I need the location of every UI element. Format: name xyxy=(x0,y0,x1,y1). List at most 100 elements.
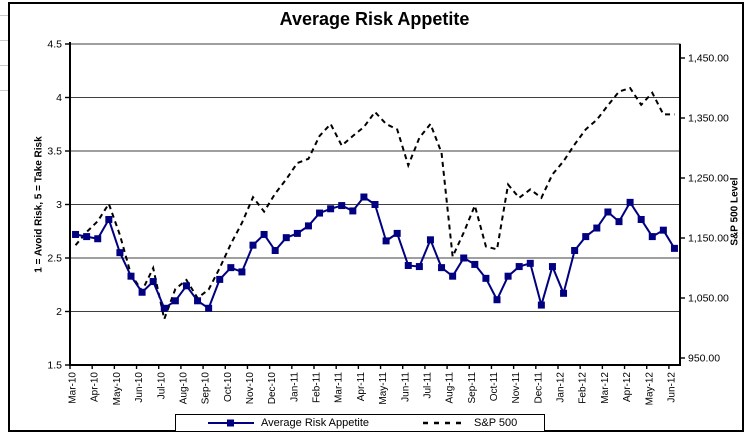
risk-series-marker xyxy=(593,224,601,232)
x-tick-label: Sep-11 xyxy=(467,372,478,404)
legend-label-risk: Average Risk Appetite xyxy=(261,417,370,429)
x-tick-label: Apr-10 xyxy=(90,372,101,402)
risk-series-marker xyxy=(493,296,501,304)
x-tick-label: Nov-11 xyxy=(511,372,522,404)
x-tick-label: Dec-10 xyxy=(267,372,278,405)
risk-series-marker xyxy=(415,263,423,271)
x-tick-label: May-12 xyxy=(644,372,655,406)
x-tick-label: Feb-11 xyxy=(312,372,323,403)
y-right-tick-label: 1,250.00 xyxy=(688,173,729,185)
risk-series-marker xyxy=(304,222,312,230)
y-left-tick-label: 4 xyxy=(56,92,62,104)
y-left-tick-label: 1.5 xyxy=(47,360,62,372)
x-tick-label: Aug-10 xyxy=(178,372,189,405)
risk-series-marker xyxy=(349,207,357,215)
risk-series-marker xyxy=(482,274,490,282)
risk-series-marker xyxy=(72,230,80,238)
risk-series-marker xyxy=(249,241,257,249)
risk-series-marker xyxy=(626,198,634,206)
risk-series-marker xyxy=(426,236,434,244)
risk-series-marker xyxy=(160,304,168,312)
x-tick-label: May-11 xyxy=(378,372,389,405)
risk-series-marker xyxy=(404,261,412,269)
risk-series-marker xyxy=(94,235,102,243)
worksheet-gridline-stub xyxy=(0,15,8,16)
risk-series-marker xyxy=(582,233,590,241)
y-left-tick-label: 4.5 xyxy=(47,39,62,51)
risk-series-marker xyxy=(138,288,146,296)
sp500-series-swatch xyxy=(423,421,468,425)
risk-series-marker xyxy=(327,205,335,213)
risk-series-marker xyxy=(171,297,179,305)
risk-series-marker xyxy=(515,263,523,271)
risk-series-marker xyxy=(382,237,390,245)
risk-series-marker xyxy=(182,282,190,290)
x-tick-label: Aug-11 xyxy=(445,372,456,404)
risk-series-marker xyxy=(504,272,512,280)
risk-series-marker xyxy=(360,193,368,201)
risk-series-marker xyxy=(604,208,612,216)
risk-series-marker xyxy=(449,272,457,280)
risk-series-marker xyxy=(460,254,468,262)
sp500-series-line xyxy=(74,86,675,323)
x-tick-label: Nov-10 xyxy=(245,372,256,405)
risk-series-marker xyxy=(83,233,91,241)
y-right-tick-label: 1,050.00 xyxy=(688,293,729,305)
x-tick-label: Mar-11 xyxy=(334,372,345,403)
x-tick-label: May-10 xyxy=(112,372,123,406)
legend-label-sp500: S&P 500 xyxy=(474,417,518,429)
risk-series-marker xyxy=(149,278,157,286)
risk-series-marker xyxy=(282,234,290,242)
risk-series-marker xyxy=(227,264,235,272)
risk-series-marker xyxy=(537,301,545,309)
risk-series-marker xyxy=(571,247,579,255)
x-tick-label: Dec-11 xyxy=(533,372,544,404)
risk-series-marker xyxy=(526,259,534,267)
x-tick-label: Jan-12 xyxy=(556,372,567,403)
y-right-tick-label: 1,150.00 xyxy=(688,233,729,245)
x-tick-label: Apr-11 xyxy=(356,372,367,402)
y-left-tick-label: 3 xyxy=(56,199,62,211)
x-tick-label: Mar-12 xyxy=(600,372,611,404)
y-right-tick-label: 1,450.00 xyxy=(688,53,729,65)
risk-series-marker xyxy=(637,215,645,223)
y-left-tick-label: 2 xyxy=(56,306,62,318)
risk-series-marker xyxy=(271,247,279,255)
y-right-tick-label: 1,350.00 xyxy=(688,113,729,125)
risk-series-marker xyxy=(316,209,324,217)
risk-series-swatch xyxy=(208,419,254,427)
x-tick-label: Jun-12 xyxy=(666,372,677,403)
y-right-tick-label: 950.00 xyxy=(688,353,720,365)
risk-series-marker xyxy=(659,226,667,234)
y-left-tick-label: 3.5 xyxy=(47,146,62,158)
risk-series-marker xyxy=(670,244,678,252)
chart-title: Average Risk Appetite xyxy=(279,9,470,29)
x-tick-label: Sep-10 xyxy=(201,372,212,405)
risk-series-marker xyxy=(127,272,135,280)
risk-series-marker xyxy=(471,260,479,268)
risk-series-marker xyxy=(338,202,346,210)
risk-series-marker xyxy=(205,304,213,312)
x-tick-label: Jun-11 xyxy=(400,372,411,402)
worksheet-gridline-stub xyxy=(0,90,8,91)
risk-series-marker xyxy=(293,229,301,237)
x-tick-label: Jan-11 xyxy=(289,372,300,402)
x-tick-label: Jun-10 xyxy=(134,372,145,403)
risk-series-line xyxy=(75,196,676,310)
x-tick-label: Oct-11 xyxy=(489,372,500,402)
worksheet-gridline-stub xyxy=(0,40,8,41)
x-tick-label: Mar-10 xyxy=(68,372,79,404)
risk-series-marker xyxy=(548,263,556,271)
x-tick-label: Oct-10 xyxy=(223,372,234,402)
x-tick-label: Feb-12 xyxy=(578,372,589,404)
risk-series-marker xyxy=(438,264,446,272)
risk-series-marker xyxy=(615,218,623,226)
risk-series-marker xyxy=(116,249,124,257)
risk-series-marker xyxy=(648,233,656,241)
y-left-tick-label: 2.5 xyxy=(47,253,62,265)
risk-series-marker xyxy=(371,201,379,208)
legend-box[interactable]: Average Risk Appetite S&P 500 xyxy=(175,414,545,432)
x-tick-label: Apr-12 xyxy=(622,372,633,402)
risk-series-marker xyxy=(260,230,268,238)
